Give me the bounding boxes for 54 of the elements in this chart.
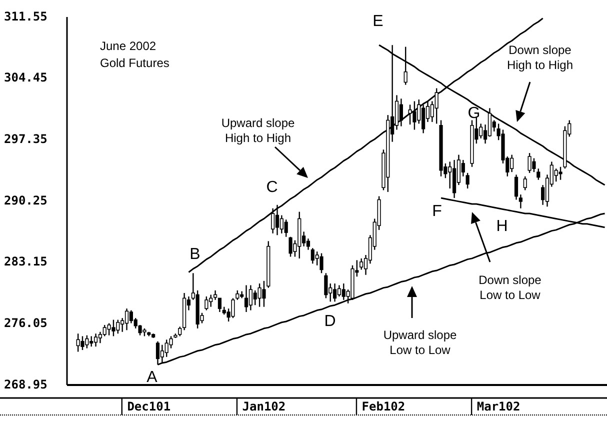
- candlestick: [320, 252, 324, 274]
- y-tick-label: 311.55: [4, 9, 48, 24]
- y-tick-label: 290.25: [4, 193, 48, 208]
- annotation: Down slope Low to Low: [478, 273, 542, 302]
- candlestick: [231, 298, 235, 319]
- candlestick: [271, 208, 275, 234]
- x-tick-label: Dec101: [127, 399, 171, 414]
- candlestick: [218, 298, 222, 313]
- annotation: Upward slope Low to Low: [383, 328, 458, 357]
- candlestick: [236, 290, 240, 301]
- annotation: F: [432, 203, 442, 220]
- annotation: G: [468, 105, 480, 122]
- annotation: C: [266, 179, 278, 196]
- annotation: D: [324, 313, 336, 330]
- annotation: E: [372, 13, 384, 30]
- candlestick: [275, 204, 280, 236]
- y-tick-label: 283.15: [4, 254, 48, 269]
- annotation: Upward slope High to High: [221, 116, 296, 145]
- candlestick: [94, 333, 98, 348]
- candlestick: [518, 194, 522, 209]
- x-tick-label: Jan102: [242, 399, 286, 414]
- x-tick-label: Mar102: [476, 399, 520, 414]
- x-tick-label: Feb102: [362, 399, 406, 414]
- annotation: B: [190, 246, 200, 264]
- candlestick: [514, 174, 518, 200]
- candlestick: [124, 308, 129, 331]
- y-tick-label: 276.05: [4, 316, 48, 330]
- candlestick: [213, 290, 218, 301]
- candlestick: [204, 296, 208, 311]
- candlestick: [558, 166, 562, 180]
- candlestick: [169, 336, 173, 349]
- annotation: Down slope High to High: [506, 43, 574, 72]
- candlestick: [284, 218, 288, 238]
- candlestick: [337, 284, 342, 298]
- y-tick-label: 297.35: [4, 132, 48, 146]
- text: June 2002: [100, 39, 156, 53]
- candlestick: [306, 238, 310, 250]
- y-tick-label: 268.95: [4, 377, 48, 392]
- candlestick: [332, 282, 337, 302]
- candlestick: [80, 336, 84, 351]
- candlestick: [360, 258, 364, 270]
- candlestick: [434, 88, 438, 124]
- candlestick: [399, 98, 403, 127]
- annotation: H: [496, 218, 508, 236]
- candlestick: [244, 284, 248, 313]
- candlestick: [178, 326, 182, 337]
- candlestick: [466, 172, 470, 190]
- candlestick: [488, 108, 492, 138]
- candlestick: [324, 272, 328, 299]
- text: Gold Futures: [100, 56, 170, 70]
- candlestick: [523, 176, 527, 191]
- candlestick: [536, 168, 540, 180]
- annotation: A: [146, 369, 158, 386]
- y-tick-label: 304.45: [4, 70, 48, 85]
